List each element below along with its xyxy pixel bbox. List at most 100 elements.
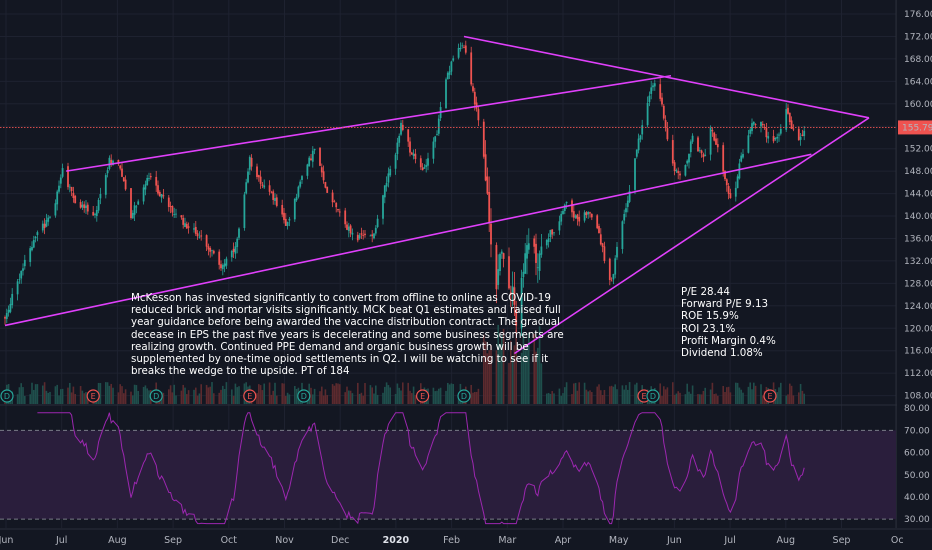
earnings-marker[interactable] (243, 389, 257, 403)
candle-body (734, 187, 737, 197)
volume-bar (600, 390, 602, 404)
candle-body (763, 127, 766, 128)
volume-bar (711, 382, 714, 404)
candle-body (761, 123, 764, 126)
volume-bar (583, 382, 586, 404)
volume-bar (36, 384, 39, 404)
volume-bar (515, 329, 517, 404)
candle-body (349, 225, 352, 234)
volume-bar (144, 385, 147, 404)
candle-body (587, 211, 590, 215)
candle-body (736, 176, 739, 189)
price-axis[interactable]: 108.00 112.00 116.00 120.00 124.00 128.00 132.… (897, 0, 932, 550)
trendline-lower-channel[interactable] (4, 153, 812, 327)
volume-bar (513, 345, 516, 404)
volume-bar (790, 385, 793, 404)
volume-bar (351, 393, 354, 404)
volume-bar (31, 382, 33, 404)
candle-body (576, 214, 579, 220)
candle-body (175, 213, 177, 215)
candle-body (194, 226, 197, 234)
candle-body (540, 246, 543, 255)
candle-body (765, 127, 768, 138)
trendline-wedge-top[interactable] (463, 35, 870, 119)
candle-body (18, 279, 21, 281)
candle-body (526, 245, 528, 259)
volume-bar (261, 390, 264, 404)
volume-bar (169, 385, 172, 404)
volume-bar (776, 392, 778, 404)
volume-bar (331, 384, 334, 404)
time-axis[interactable]: Jun Jul Aug Sep Oct Nov Dec 2020 Feb Mar Apr May Jun… (0, 528, 932, 550)
volume-bar (45, 390, 48, 404)
trendlines[interactable] (4, 35, 870, 355)
candle-body (97, 199, 100, 211)
volume-bar (436, 390, 438, 404)
volume-bar (207, 387, 210, 404)
candle-body (488, 192, 491, 223)
volume-bar (511, 356, 514, 404)
candle-body (545, 239, 548, 246)
price-tick-label: 176.00 (904, 10, 932, 20)
last-price-badge[interactable] (898, 120, 932, 135)
volume-bar (294, 386, 296, 404)
trendline-upper-channel[interactable] (66, 74, 672, 172)
candle-body (184, 223, 186, 228)
dividend-marker[interactable] (0, 389, 14, 403)
earnings-marker[interactable] (416, 389, 430, 403)
volume-bar (58, 395, 60, 404)
candle-body (36, 232, 39, 236)
candle-body (565, 201, 568, 204)
candle-body (562, 210, 564, 215)
candle-body (295, 197, 298, 201)
candle-body (727, 186, 730, 194)
candle-body (9, 303, 12, 312)
volume-bar (168, 389, 170, 404)
candle-body (81, 204, 84, 208)
candle-body (583, 212, 586, 221)
volume-bar (524, 350, 526, 404)
volume-bar (148, 390, 150, 404)
volume-bar (358, 393, 361, 404)
price-tick-label: 140.00 (904, 212, 932, 222)
volume-bar (495, 350, 498, 404)
candle-body (110, 159, 113, 165)
earnings-marker[interactable] (763, 389, 777, 403)
candle-body (536, 267, 539, 269)
volume-bar (477, 388, 480, 404)
earnings-marker-label: E (420, 392, 425, 401)
candle-body (596, 215, 599, 229)
volume-bar (551, 391, 553, 404)
trendline-wedge-bottom[interactable] (513, 117, 870, 355)
candle-body (274, 198, 276, 201)
volume-bar (628, 382, 631, 404)
candle-body (691, 135, 694, 142)
volume-bar (339, 384, 341, 404)
candle-body (407, 129, 410, 142)
volume-bar (538, 326, 541, 404)
volume-bar (634, 384, 636, 404)
volume-bar (438, 388, 440, 404)
volume-bar (132, 395, 134, 404)
volume-bar (717, 395, 719, 404)
dividend-marker[interactable] (297, 389, 311, 403)
dividend-marker[interactable] (457, 389, 471, 403)
volume-bar (636, 382, 638, 404)
candle-body (385, 182, 388, 187)
candle-body (560, 213, 563, 222)
candle-body (486, 176, 489, 194)
dividend-marker[interactable] (149, 389, 163, 403)
volume-bar (612, 386, 615, 404)
volume-bar (33, 389, 35, 404)
candle-body (149, 176, 152, 178)
dividend-marker[interactable] (646, 389, 660, 403)
candle-body (412, 153, 415, 156)
volume-bar (574, 382, 577, 404)
time-tick-label: Feb (443, 535, 460, 546)
candle-body (421, 167, 424, 171)
candle-body (648, 95, 651, 103)
volume-bar (547, 392, 550, 404)
earnings-marker[interactable] (86, 389, 100, 403)
